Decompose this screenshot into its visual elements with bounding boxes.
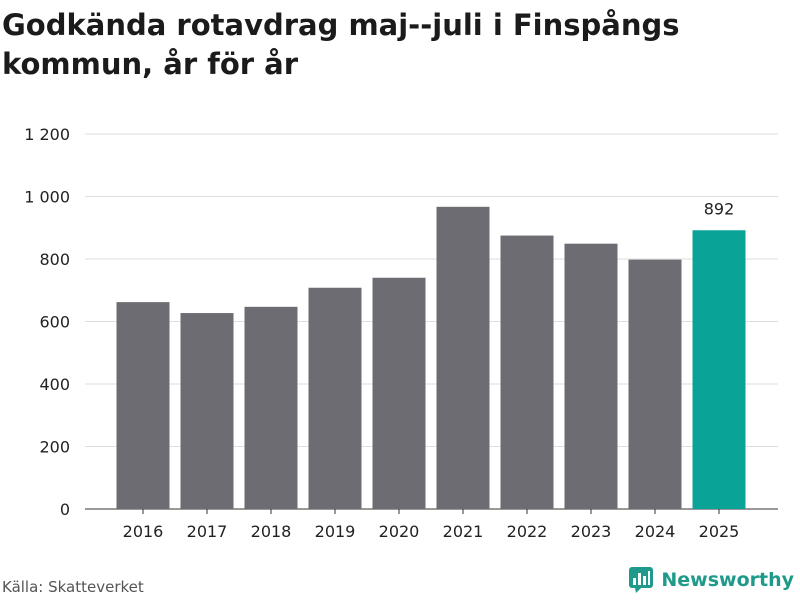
x-tick-label: 2024 (635, 522, 676, 541)
bar-2020 (372, 277, 426, 509)
newsworthy-logo-icon (629, 567, 654, 593)
x-tick-label: 2018 (251, 522, 292, 541)
data-labels: 892 (704, 199, 735, 218)
bar-2023 (564, 243, 618, 509)
bar-2022 (500, 235, 554, 509)
bar-2018 (244, 306, 298, 509)
bars (116, 206, 746, 509)
x-tick-label: 2016 (123, 522, 164, 541)
bar-2025 (692, 230, 746, 509)
x-tick-label: 2021 (443, 522, 484, 541)
y-tick-label: 600 (39, 313, 70, 332)
brand-logo[interactable]: Newsworthy (629, 567, 794, 593)
x-tick-label: 2022 (507, 522, 548, 541)
x-tick-label: 2025 (699, 522, 740, 541)
x-tick-label: 2017 (187, 522, 228, 541)
y-tick-label: 0 (60, 500, 70, 519)
y-axis-ticks: 0 200 400 600 800 1 000 1 200 (24, 125, 70, 519)
x-tick-label: 2019 (315, 522, 356, 541)
source-note: Källa: Skatteverket (2, 578, 144, 596)
y-tick-label: 800 (39, 250, 70, 269)
y-tick-label: 200 (39, 438, 70, 457)
x-tick-label: 2023 (571, 522, 612, 541)
y-tick-label: 400 (39, 375, 70, 394)
chart-title: Godkända rotavdrag maj--juli i Finspångs… (2, 8, 680, 81)
y-tick-label: 1 000 (24, 188, 70, 207)
bar-2016 (116, 302, 170, 509)
bar-2017 (180, 313, 234, 509)
x-axis-ticks: 2016 2017 2018 2019 2020 2021 2022 2023 2024 2025 (123, 509, 740, 541)
y-tick-label: 1 200 (24, 125, 70, 144)
x-tick-label: 2020 (379, 522, 420, 541)
bar-2019 (308, 287, 362, 509)
brand-name: Newsworthy (661, 569, 794, 591)
data-label-2025: 892 (704, 199, 735, 218)
bar-2021 (436, 206, 490, 509)
bar-2024 (628, 259, 682, 509)
